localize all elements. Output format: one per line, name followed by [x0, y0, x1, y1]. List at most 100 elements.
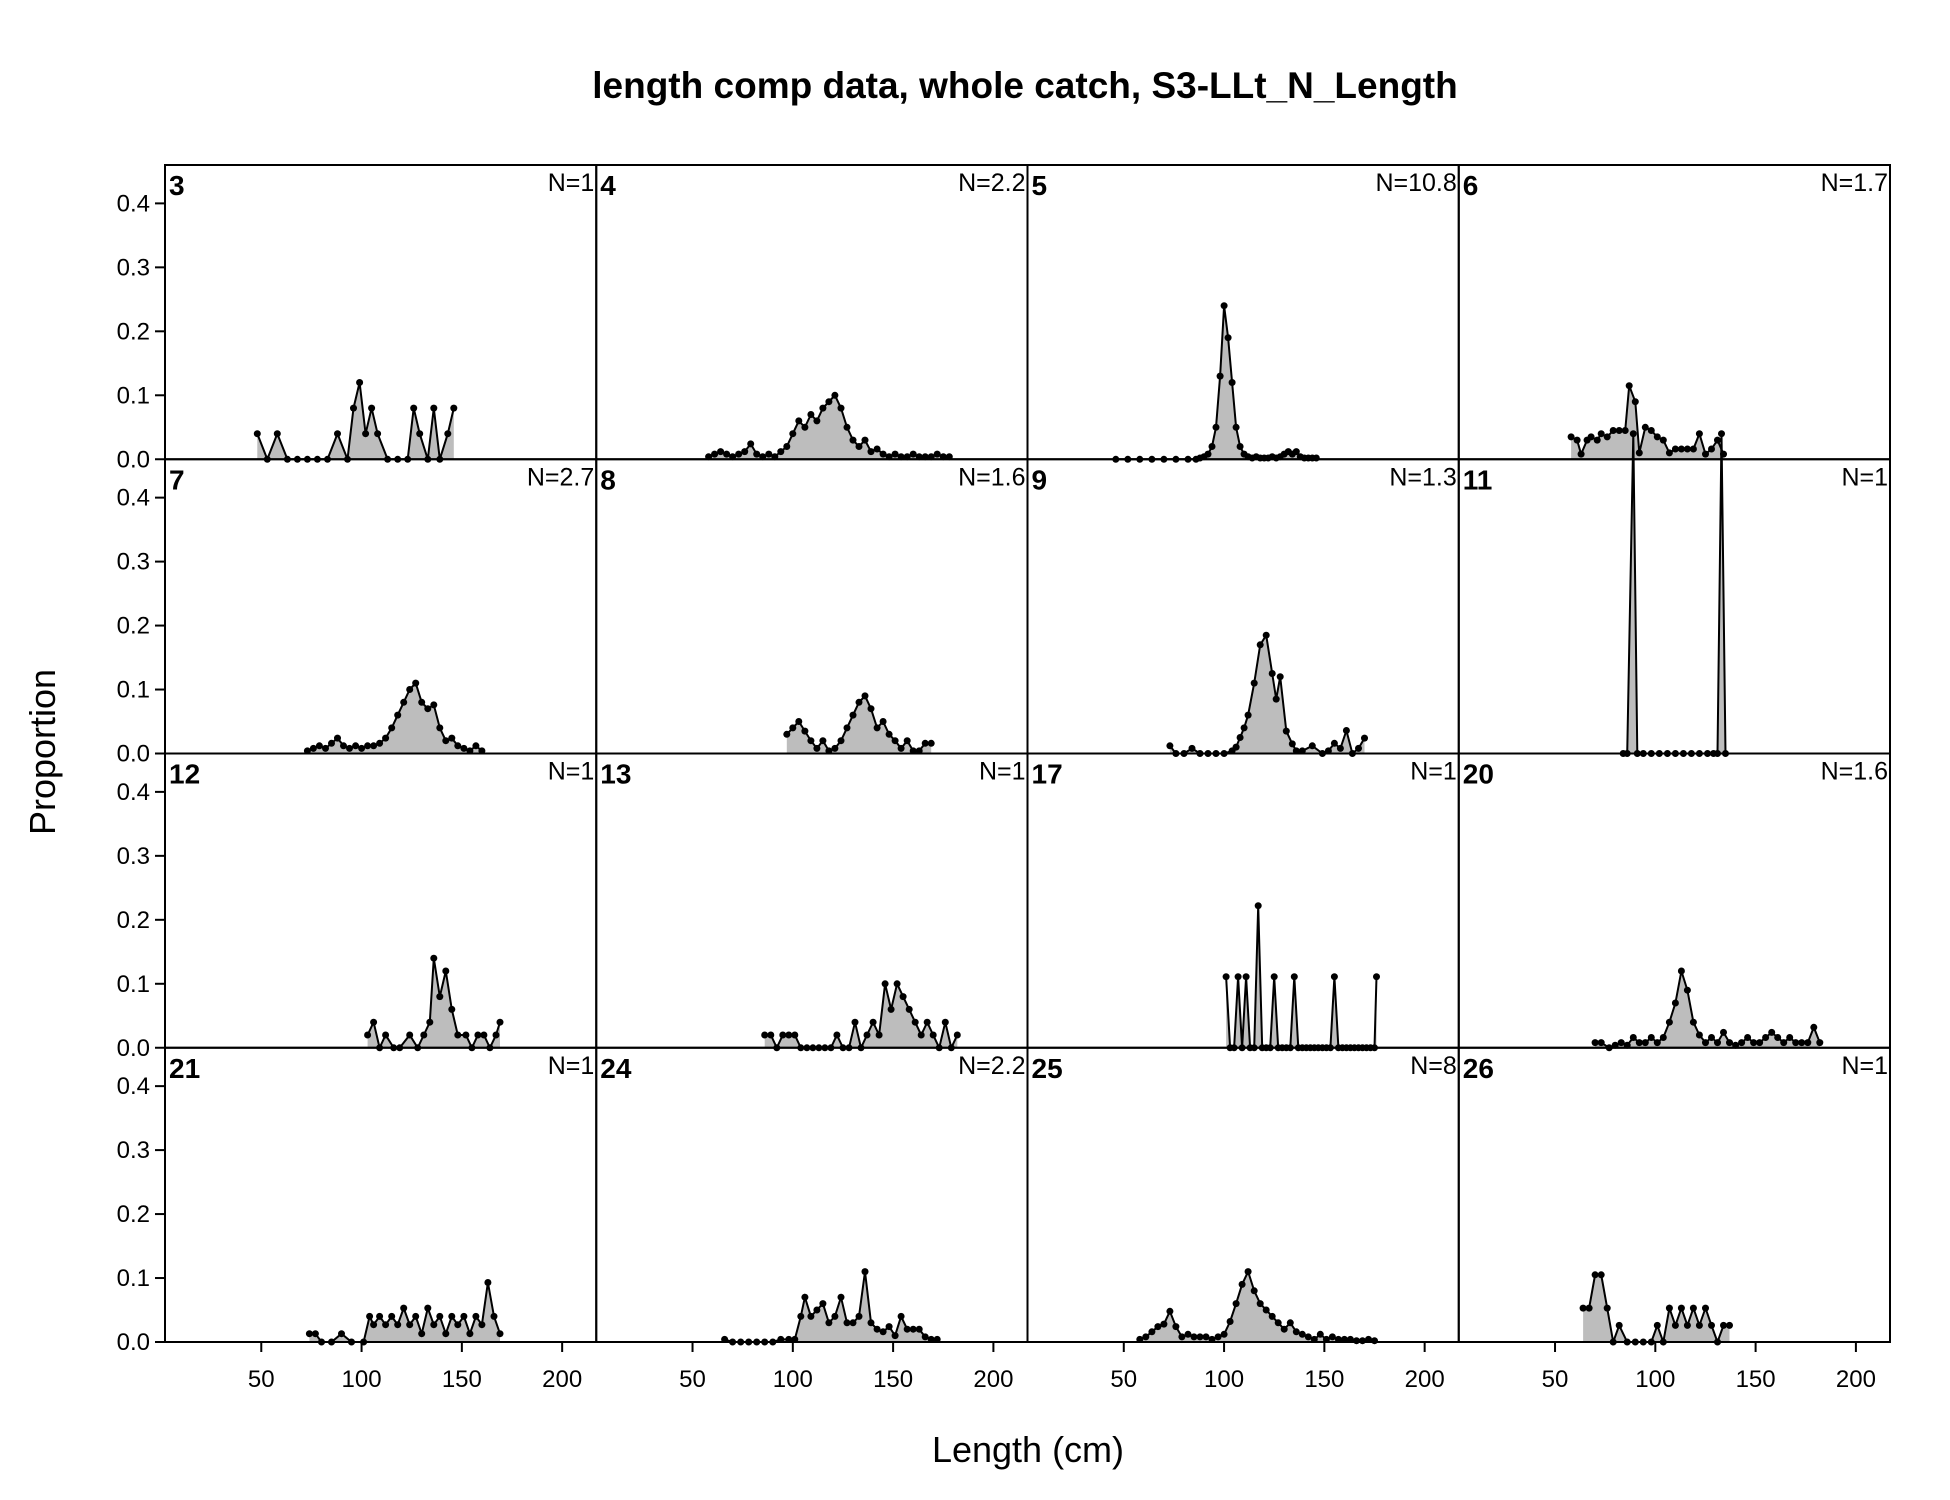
data-point	[1298, 1330, 1306, 1338]
data-point	[1702, 1039, 1709, 1047]
data-point	[492, 1031, 500, 1039]
data-point	[1254, 902, 1262, 910]
data-point	[1798, 1039, 1806, 1047]
panel-label: 21	[169, 1053, 200, 1084]
data-point	[1695, 1031, 1703, 1039]
data-point	[723, 450, 731, 458]
data-point	[917, 1031, 925, 1039]
y-tick-label: 0.1	[117, 971, 150, 998]
data-point	[1328, 1333, 1336, 1341]
data-point	[891, 737, 899, 745]
data-point	[885, 730, 893, 738]
data-point	[921, 1333, 929, 1341]
data-point	[1355, 744, 1362, 752]
data-point	[448, 1312, 456, 1320]
x-tick-label: 100	[1635, 1366, 1675, 1393]
data-point	[426, 1018, 434, 1026]
data-point	[352, 742, 360, 750]
data-point	[1591, 1271, 1599, 1279]
data-point	[400, 1304, 408, 1312]
data-point	[376, 739, 384, 747]
data-point	[1816, 1039, 1824, 1047]
data-point	[1567, 433, 1575, 441]
data-point	[1270, 973, 1278, 981]
data-point	[1762, 1034, 1770, 1041]
panel-area	[367, 958, 500, 1048]
panel-n-label: N=2.7	[527, 463, 594, 491]
data-point	[851, 1018, 859, 1026]
data-point	[311, 1330, 319, 1338]
x-tick-label: 150	[442, 1366, 482, 1393]
data-point	[420, 1031, 428, 1039]
data-point	[1216, 372, 1224, 380]
y-tick-label: 0.3	[117, 843, 150, 870]
data-point	[777, 448, 785, 456]
data-point	[1204, 450, 1212, 458]
y-tick-label: 0.2	[117, 907, 150, 934]
data-point	[855, 443, 863, 450]
data-point	[933, 450, 941, 458]
y-tick-label: 0.1	[117, 1265, 150, 1292]
data-point	[382, 734, 390, 742]
y-tick-label: 0.4	[117, 1073, 150, 1100]
data-point	[1220, 302, 1228, 310]
data-point	[941, 1018, 949, 1026]
data-point	[1631, 398, 1639, 406]
data-point	[309, 744, 317, 752]
data-point	[490, 1312, 498, 1320]
data-point	[1587, 433, 1595, 441]
panel-label: 6	[1463, 170, 1479, 201]
y-tick-label: 0.3	[117, 1137, 150, 1164]
data-point	[861, 436, 869, 444]
x-tick-label: 200	[542, 1366, 582, 1393]
data-point	[448, 1005, 456, 1013]
data-point	[472, 1312, 480, 1320]
data-point	[1268, 1312, 1276, 1320]
data-point	[1683, 1321, 1691, 1329]
panel-n-label: N=1	[548, 758, 595, 786]
panel-21: 21 N=1 0.0 0.1 0.2 0.3 0.4 50 100 150 200	[117, 1046, 598, 1393]
data-point	[843, 423, 851, 431]
data-point	[442, 1330, 450, 1338]
data-point	[1373, 973, 1380, 981]
data-point	[813, 1306, 821, 1314]
data-point	[923, 1018, 931, 1026]
data-point	[881, 980, 889, 988]
panel-grid: 3 N=1 0.0 0.1 0.2 0.3 0.4 7 N=2.7 0.0 0.1 0.2 0.3 0.4…	[117, 164, 1891, 1393]
data-point	[1226, 1318, 1234, 1325]
data-point	[825, 398, 833, 406]
panel-n-label: N=1.3	[1389, 463, 1456, 491]
data-point	[406, 686, 414, 693]
data-point	[909, 450, 917, 458]
panel-n-label: N=1	[979, 758, 1026, 786]
x-tick-label: 200	[1405, 1366, 1445, 1393]
data-point	[1708, 1034, 1715, 1041]
data-point	[370, 1018, 378, 1026]
data-point	[897, 1312, 905, 1320]
data-point	[454, 1031, 462, 1039]
data-point	[376, 1312, 384, 1320]
data-point	[849, 1319, 857, 1327]
y-tick-label: 0.2	[117, 1201, 150, 1228]
data-point	[1597, 1039, 1605, 1047]
data-point	[1671, 999, 1679, 1007]
data-point	[1615, 1321, 1623, 1329]
data-point	[1316, 1330, 1324, 1338]
data-point	[334, 430, 341, 438]
data-point	[735, 450, 743, 458]
data-point	[1786, 1034, 1794, 1041]
data-point	[315, 742, 323, 750]
data-point	[833, 1031, 841, 1039]
data-point	[448, 734, 456, 742]
data-point	[1272, 695, 1280, 703]
data-point	[1593, 436, 1601, 444]
panel-n-label: N=1	[548, 169, 595, 197]
data-point	[1244, 1268, 1252, 1276]
data-point	[370, 742, 378, 750]
data-point	[761, 1031, 769, 1039]
data-point	[1573, 436, 1581, 444]
data-point	[873, 445, 881, 453]
data-point	[1671, 445, 1679, 453]
data-point	[1665, 1304, 1673, 1312]
data-point	[1202, 1333, 1210, 1341]
